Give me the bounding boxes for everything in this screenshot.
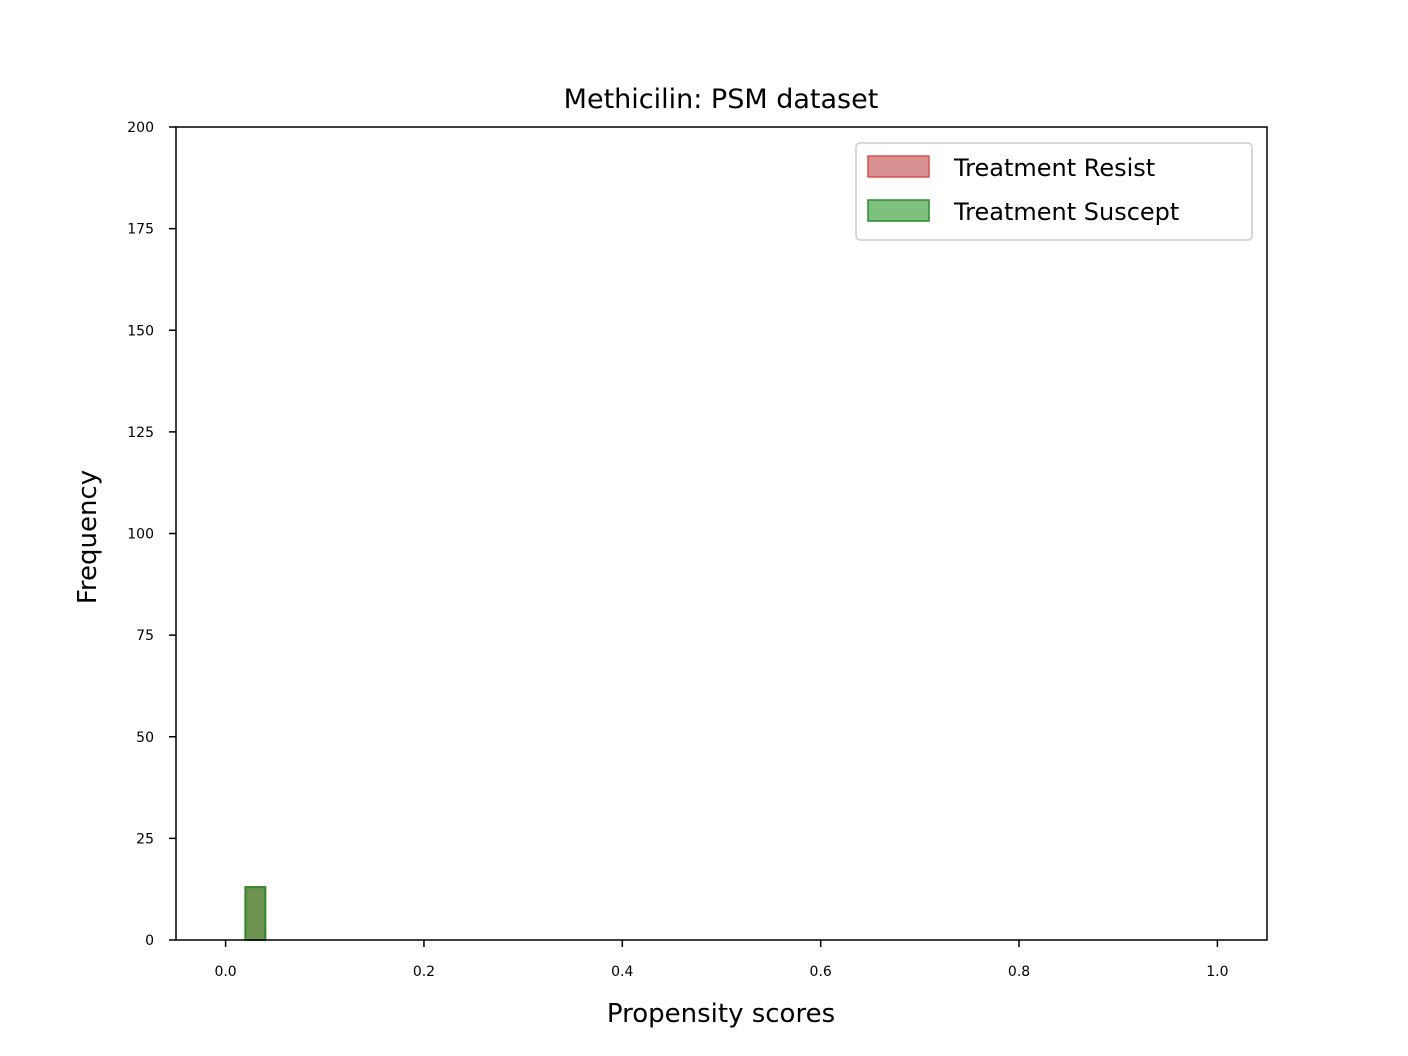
legend-swatch-resist [867,155,930,178]
y-tick-label: 150 [127,323,154,339]
legend: Treatment Resist Treatment Suscept [855,142,1253,241]
legend-swatch-suscept [867,199,930,222]
y-tick-label: 0 [145,933,154,949]
legend-label-suscept: Treatment Suscept [953,198,1179,226]
bars-group [244,886,267,942]
x-tick-label: 1.0 [1206,964,1228,980]
x-tick-label: 0.6 [810,964,832,980]
y-tick-label: 50 [136,730,154,746]
plot-frame [175,126,1268,941]
x-tick-label: 0.0 [214,964,236,980]
y-axis-title: Frequency [73,470,103,604]
x-tick-label: 0.4 [611,964,633,980]
chart-title: Methicilin: PSM dataset [564,84,879,115]
x-axis-title: Propensity scores [607,999,835,1029]
x-tick-label: 0.2 [413,964,435,980]
legend-label-resist: Treatment Resist [953,154,1155,182]
y-tick-label: 25 [136,831,154,847]
y-tick-label: 125 [127,425,154,441]
x-tick-label: 0.8 [1008,964,1030,980]
y-tick-label: 100 [127,527,154,543]
y-tick-label: 75 [136,628,154,644]
legend-frame [855,142,1253,241]
bar-suscept-0 [244,886,267,942]
y-ticks-group: 0 25 50 75 100 125 150 175 200 [127,120,176,949]
y-tick-label: 200 [127,120,154,136]
y-tick-label: 175 [127,222,154,238]
x-ticks-group: 0.0 0.2 0.4 0.6 0.8 1.0 [214,940,1229,980]
